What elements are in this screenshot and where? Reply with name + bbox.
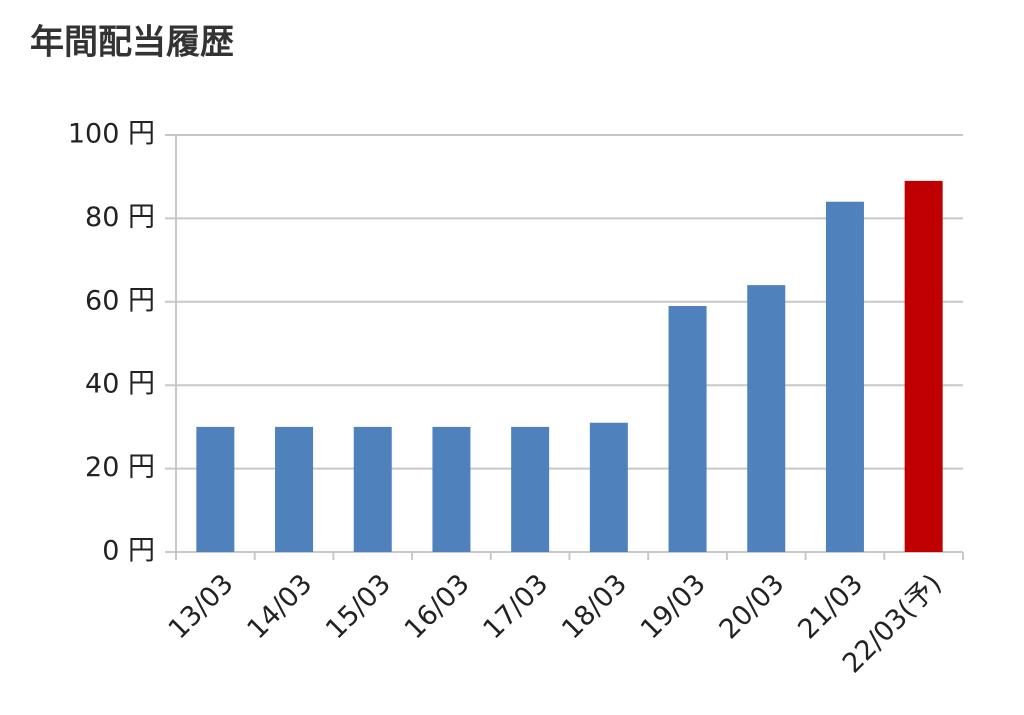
x-tick-label: 18/03 (556, 568, 633, 645)
x-tick-label: 13/03 (163, 568, 240, 645)
bar (432, 426, 471, 552)
x-tick-label: 20/03 (714, 568, 791, 645)
x-tick-label: 19/03 (635, 568, 712, 645)
bar (747, 285, 786, 552)
bar (196, 426, 235, 552)
x-tick-label: 14/03 (241, 568, 318, 645)
chart-title: 年間配当履歴 (30, 23, 234, 63)
bar (668, 305, 707, 552)
bar (275, 426, 314, 552)
y-tick-label: 0 円 (102, 536, 155, 567)
x-tick-label: 17/03 (477, 568, 554, 645)
x-tick-label: 15/03 (320, 568, 397, 645)
y-tick-label: 60 円 (85, 285, 155, 316)
y-tick-label: 40 円 (85, 369, 155, 400)
y-tick-label: 80 円 (85, 202, 155, 233)
bar (589, 422, 628, 552)
bar (511, 426, 550, 552)
bar (825, 201, 864, 552)
x-tick-label: 21/03 (792, 568, 869, 645)
bar (904, 180, 943, 552)
bar (353, 426, 392, 552)
y-tick-label: 100 円 (68, 119, 155, 150)
x-tick-label: 16/03 (399, 568, 476, 645)
y-tick-label: 20 円 (85, 452, 155, 483)
